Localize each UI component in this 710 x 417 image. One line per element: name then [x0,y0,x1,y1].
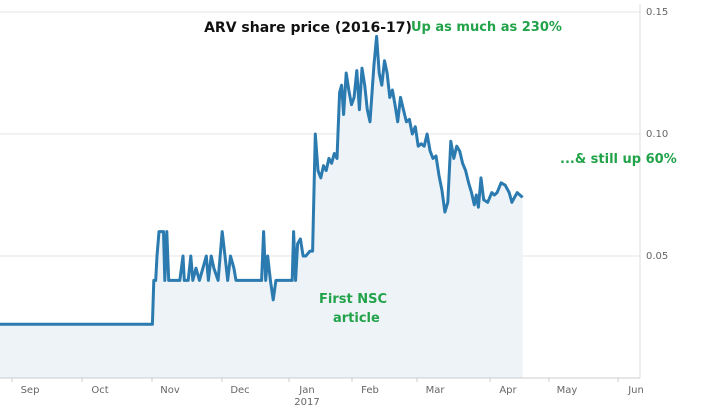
y-tick-label-0: 0.15 [646,7,668,18]
y-tick-labels: 0.15 0.10 0.05 [646,7,668,262]
x-tick-label-2: Nov [160,385,180,396]
chart-title: ARV share price (2016-17) [204,20,412,36]
annotation-first-nsc: First NSC [319,292,387,307]
x-tick-label-6: Mar [426,385,446,396]
annotation-peak: Up as much as 230% [411,20,562,35]
x-tick-label-5: Feb [361,385,379,396]
x-tick-label-8: May [557,385,578,396]
annotation-article: article [333,311,380,326]
annotation-still-up: ...& still up 60% [560,152,677,167]
price-area [0,36,523,379]
x-tick-label-0: Sep [21,385,40,396]
x-tick-label-1: Oct [91,385,108,396]
y-tick-label-1: 0.10 [646,129,668,140]
y-tick-label-2: 0.05 [646,251,668,262]
year-label: 2017 [294,397,319,408]
x-tick-label-4: Jan [298,385,314,396]
x-tick-labels: Sep Oct Nov Dec Jan Feb Mar Apr May Jun [11,378,644,396]
price-line [0,34,524,326]
x-tick-label-9: Jun [627,385,644,396]
x-tick-label-7: Apr [499,385,517,396]
x-tick-label-3: Dec [230,385,249,396]
